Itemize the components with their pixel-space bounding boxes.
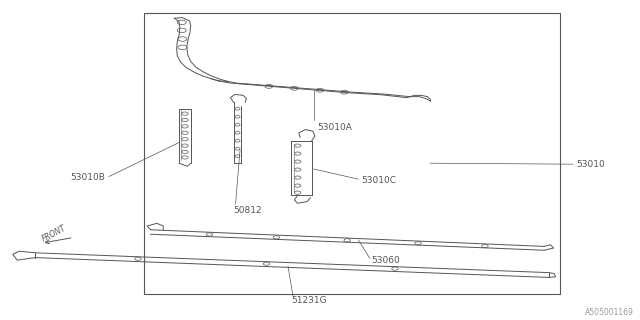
Text: 50812: 50812 [234, 206, 262, 215]
Text: 53010B: 53010B [71, 173, 106, 182]
Text: A505001169: A505001169 [585, 308, 634, 317]
Text: 53010C: 53010C [362, 176, 397, 185]
Text: 53010A: 53010A [317, 123, 351, 132]
Bar [144, 13, 560, 294]
Text: 53060: 53060 [371, 256, 400, 265]
Text: 51231G: 51231G [291, 296, 327, 305]
Text: 53010: 53010 [576, 160, 605, 169]
Text: FRONT: FRONT [41, 224, 68, 244]
